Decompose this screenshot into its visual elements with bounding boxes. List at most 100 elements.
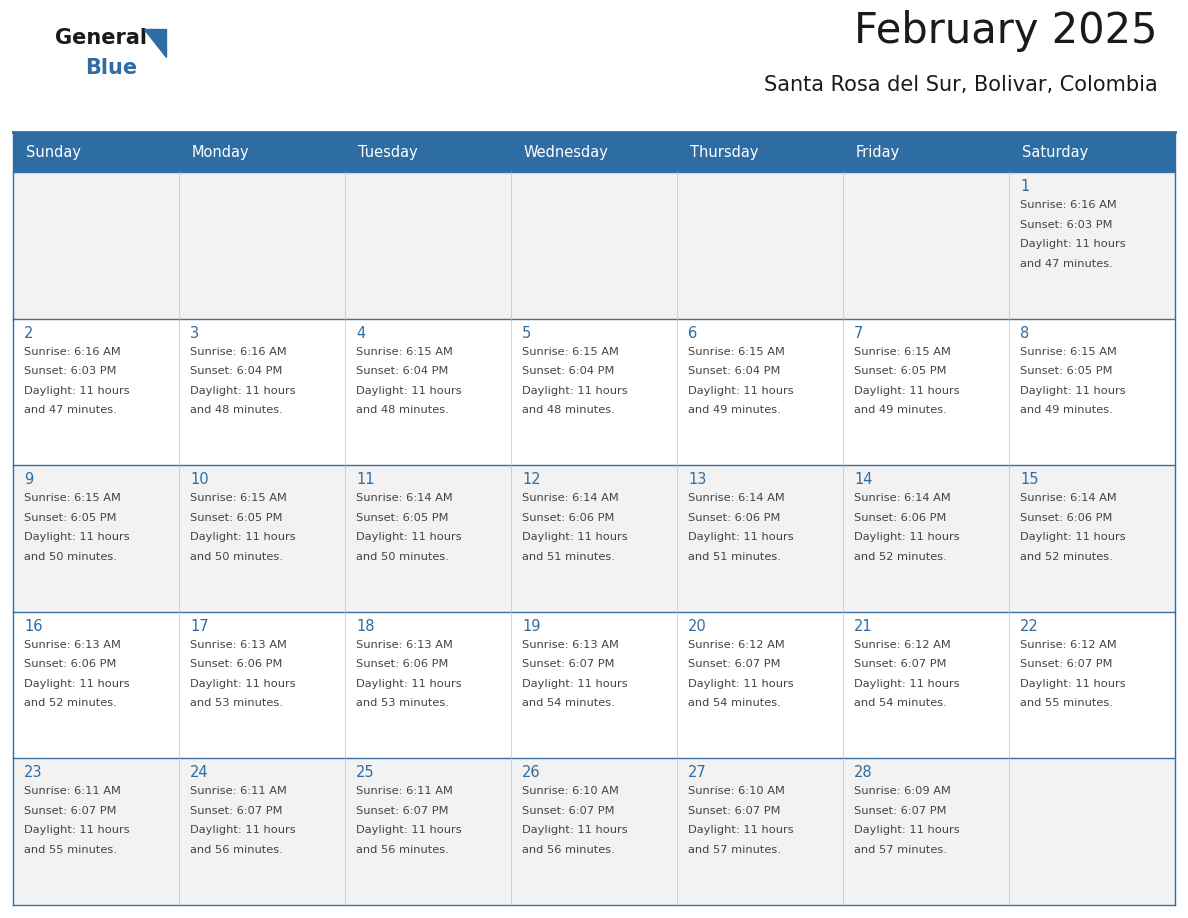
- Text: 12: 12: [522, 472, 541, 487]
- Text: Daylight: 11 hours: Daylight: 11 hours: [688, 678, 794, 688]
- Text: Sunset: 6:07 PM: Sunset: 6:07 PM: [688, 806, 781, 816]
- Text: and 54 minutes.: and 54 minutes.: [688, 699, 781, 709]
- Text: Daylight: 11 hours: Daylight: 11 hours: [24, 678, 129, 688]
- Text: Sunset: 6:05 PM: Sunset: 6:05 PM: [24, 512, 116, 522]
- Text: Sunset: 6:06 PM: Sunset: 6:06 PM: [356, 659, 448, 669]
- Bar: [13, 319, 1175, 465]
- Text: Sunset: 6:05 PM: Sunset: 6:05 PM: [356, 512, 449, 522]
- Text: Daylight: 11 hours: Daylight: 11 hours: [356, 825, 462, 835]
- Text: 3: 3: [190, 326, 200, 341]
- Text: Sunrise: 6:11 AM: Sunrise: 6:11 AM: [356, 787, 453, 797]
- Text: Sunset: 6:07 PM: Sunset: 6:07 PM: [190, 806, 283, 816]
- Text: Sunrise: 6:14 AM: Sunrise: 6:14 AM: [854, 493, 950, 503]
- Text: 11: 11: [356, 472, 374, 487]
- Text: Daylight: 11 hours: Daylight: 11 hours: [522, 678, 627, 688]
- Bar: [13, 172, 1175, 319]
- Text: Daylight: 11 hours: Daylight: 11 hours: [688, 386, 794, 396]
- Text: Sunrise: 6:15 AM: Sunrise: 6:15 AM: [356, 347, 453, 356]
- Text: General: General: [55, 28, 147, 48]
- Text: Sunrise: 6:09 AM: Sunrise: 6:09 AM: [854, 787, 950, 797]
- Text: Sunrise: 6:15 AM: Sunrise: 6:15 AM: [688, 347, 785, 356]
- Text: Sunrise: 6:16 AM: Sunrise: 6:16 AM: [24, 347, 121, 356]
- Text: Sunrise: 6:14 AM: Sunrise: 6:14 AM: [522, 493, 619, 503]
- Text: Sunrise: 6:16 AM: Sunrise: 6:16 AM: [1020, 200, 1117, 210]
- Text: 26: 26: [522, 766, 541, 780]
- Text: Sunrise: 6:10 AM: Sunrise: 6:10 AM: [522, 787, 619, 797]
- Text: 25: 25: [356, 766, 374, 780]
- Text: Daylight: 11 hours: Daylight: 11 hours: [356, 386, 462, 396]
- Text: Daylight: 11 hours: Daylight: 11 hours: [522, 532, 627, 543]
- Text: 9: 9: [24, 472, 33, 487]
- Text: Sunset: 6:04 PM: Sunset: 6:04 PM: [356, 366, 448, 376]
- Text: and 49 minutes.: and 49 minutes.: [854, 405, 947, 415]
- Text: 19: 19: [522, 619, 541, 633]
- Text: Daylight: 11 hours: Daylight: 11 hours: [356, 532, 462, 543]
- Text: Sunrise: 6:12 AM: Sunrise: 6:12 AM: [1020, 640, 1117, 650]
- Text: Daylight: 11 hours: Daylight: 11 hours: [1020, 386, 1125, 396]
- Text: Daylight: 11 hours: Daylight: 11 hours: [854, 386, 960, 396]
- Text: Sunset: 6:06 PM: Sunset: 6:06 PM: [688, 512, 781, 522]
- Text: 10: 10: [190, 472, 209, 487]
- Text: Sunrise: 6:13 AM: Sunrise: 6:13 AM: [356, 640, 453, 650]
- Text: and 54 minutes.: and 54 minutes.: [854, 699, 947, 709]
- Bar: [13, 611, 1175, 758]
- Text: and 47 minutes.: and 47 minutes.: [24, 405, 116, 415]
- Text: Sunrise: 6:15 AM: Sunrise: 6:15 AM: [24, 493, 121, 503]
- Text: 13: 13: [688, 472, 707, 487]
- Text: and 57 minutes.: and 57 minutes.: [688, 845, 781, 855]
- Text: Sunset: 6:07 PM: Sunset: 6:07 PM: [688, 659, 781, 669]
- Text: and 52 minutes.: and 52 minutes.: [1020, 552, 1113, 562]
- Text: Daylight: 11 hours: Daylight: 11 hours: [190, 825, 296, 835]
- Text: 2: 2: [24, 326, 33, 341]
- Text: 21: 21: [854, 619, 873, 633]
- Text: Sunset: 6:03 PM: Sunset: 6:03 PM: [24, 366, 116, 376]
- Text: and 52 minutes.: and 52 minutes.: [24, 699, 116, 709]
- Text: and 50 minutes.: and 50 minutes.: [24, 552, 116, 562]
- Text: Sunset: 6:07 PM: Sunset: 6:07 PM: [1020, 659, 1112, 669]
- Text: and 49 minutes.: and 49 minutes.: [688, 405, 781, 415]
- Text: Sunrise: 6:10 AM: Sunrise: 6:10 AM: [688, 787, 785, 797]
- Text: Sunday: Sunday: [26, 144, 81, 160]
- Text: Daylight: 11 hours: Daylight: 11 hours: [24, 386, 129, 396]
- Text: 4: 4: [356, 326, 365, 341]
- Text: Sunrise: 6:11 AM: Sunrise: 6:11 AM: [24, 787, 121, 797]
- Text: Sunset: 6:07 PM: Sunset: 6:07 PM: [854, 659, 947, 669]
- Text: Sunset: 6:04 PM: Sunset: 6:04 PM: [190, 366, 283, 376]
- Text: 17: 17: [190, 619, 209, 633]
- Text: 23: 23: [24, 766, 43, 780]
- Text: and 56 minutes.: and 56 minutes.: [190, 845, 283, 855]
- Text: Sunrise: 6:14 AM: Sunrise: 6:14 AM: [356, 493, 453, 503]
- Text: Daylight: 11 hours: Daylight: 11 hours: [1020, 678, 1125, 688]
- Text: 16: 16: [24, 619, 43, 633]
- Text: Sunset: 6:07 PM: Sunset: 6:07 PM: [522, 659, 614, 669]
- Text: and 51 minutes.: and 51 minutes.: [522, 552, 615, 562]
- Text: and 49 minutes.: and 49 minutes.: [1020, 405, 1113, 415]
- Text: Daylight: 11 hours: Daylight: 11 hours: [190, 678, 296, 688]
- Text: Sunrise: 6:16 AM: Sunrise: 6:16 AM: [190, 347, 286, 356]
- Text: Sunrise: 6:15 AM: Sunrise: 6:15 AM: [190, 493, 286, 503]
- Text: Daylight: 11 hours: Daylight: 11 hours: [854, 532, 960, 543]
- Text: 18: 18: [356, 619, 374, 633]
- Text: Thursday: Thursday: [690, 144, 758, 160]
- Text: Sunset: 6:03 PM: Sunset: 6:03 PM: [1020, 219, 1112, 230]
- Text: Daylight: 11 hours: Daylight: 11 hours: [1020, 532, 1125, 543]
- Text: 15: 15: [1020, 472, 1038, 487]
- Text: Monday: Monday: [192, 144, 249, 160]
- Text: Tuesday: Tuesday: [358, 144, 418, 160]
- Text: 20: 20: [688, 619, 707, 633]
- Text: Sunset: 6:05 PM: Sunset: 6:05 PM: [854, 366, 947, 376]
- Text: Sunset: 6:06 PM: Sunset: 6:06 PM: [854, 512, 947, 522]
- Text: Sunset: 6:07 PM: Sunset: 6:07 PM: [522, 806, 614, 816]
- Text: Sunrise: 6:14 AM: Sunrise: 6:14 AM: [688, 493, 785, 503]
- Text: Sunrise: 6:15 AM: Sunrise: 6:15 AM: [854, 347, 950, 356]
- Text: Sunset: 6:07 PM: Sunset: 6:07 PM: [356, 806, 449, 816]
- Text: Daylight: 11 hours: Daylight: 11 hours: [522, 386, 627, 396]
- Bar: [13, 758, 1175, 905]
- Text: and 51 minutes.: and 51 minutes.: [688, 552, 781, 562]
- Text: and 50 minutes.: and 50 minutes.: [356, 552, 449, 562]
- Text: and 47 minutes.: and 47 minutes.: [1020, 259, 1113, 268]
- Text: Daylight: 11 hours: Daylight: 11 hours: [688, 532, 794, 543]
- Text: Daylight: 11 hours: Daylight: 11 hours: [190, 386, 296, 396]
- Text: Sunrise: 6:13 AM: Sunrise: 6:13 AM: [522, 640, 619, 650]
- Text: 7: 7: [854, 326, 864, 341]
